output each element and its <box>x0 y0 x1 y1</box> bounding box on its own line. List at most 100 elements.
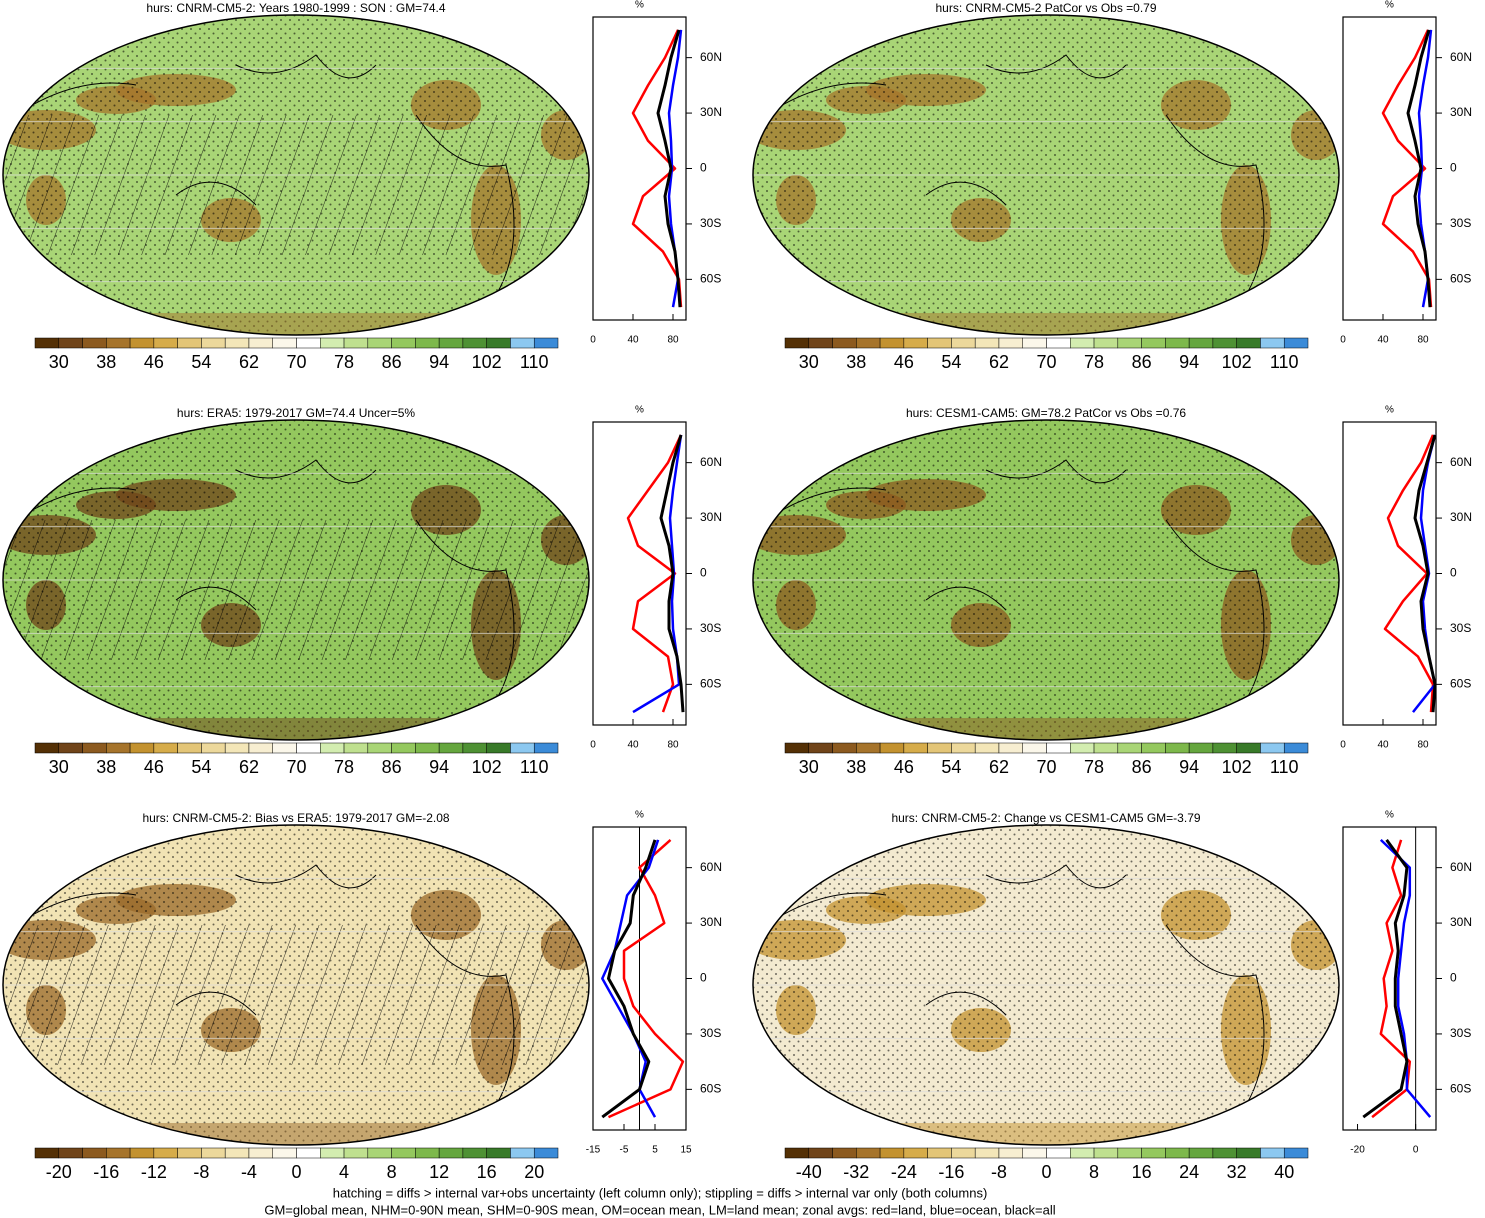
colorbar-label: 70 <box>1036 352 1056 372</box>
colorbar-box <box>832 337 857 349</box>
antarctic <box>3 313 589 335</box>
y-tick-label: 0 <box>1450 161 1457 175</box>
colorbar-box <box>808 742 833 754</box>
colorbar-box <box>34 1147 60 1159</box>
x-tick-label: 0 <box>1340 740 1346 751</box>
colorbar-box <box>153 1147 178 1159</box>
zonal-line <box>656 29 682 308</box>
y-tick-label: 60N <box>1450 860 1472 874</box>
colorbar-box <box>1093 1147 1119 1159</box>
colorbar-box <box>343 1147 369 1159</box>
colorbar-box <box>438 337 464 349</box>
colorbar-box <box>903 742 928 754</box>
colorbar-label: 46 <box>144 352 164 372</box>
colorbar-box <box>248 1147 273 1159</box>
antarctic <box>753 1123 1339 1145</box>
colorbar-label: 102 <box>1222 757 1252 777</box>
y-tick-label: 0 <box>1450 971 1457 985</box>
colorbar-label: 8 <box>387 1162 397 1182</box>
x-tick-label: 0 <box>1340 335 1346 346</box>
zonal-line <box>659 434 685 713</box>
y-tick-label: 30S <box>1450 1026 1471 1040</box>
zonal-line <box>607 838 685 1119</box>
colorbar-box <box>367 742 392 754</box>
map-title: hurs: CNRM-CM5-2 PatCor vs Obs =0.79 <box>935 1 1156 15</box>
y-tick-label: 0 <box>1450 566 1457 580</box>
colorbar-box <box>391 1147 416 1159</box>
colorbar-box <box>903 337 928 349</box>
y-tick-label: 60N <box>700 50 722 64</box>
colorbar-box <box>974 742 1000 754</box>
x-tick-label: -15 <box>586 1145 601 1156</box>
colorbar-box <box>1260 337 1285 349</box>
colorbar-box <box>832 742 857 754</box>
y-tick-label: 60N <box>1450 50 1472 64</box>
colorbar-label: 102 <box>472 352 502 372</box>
colorbar-label: -8 <box>991 1162 1007 1182</box>
colorbar-label: 62 <box>989 352 1009 372</box>
colorbar-box <box>58 337 83 349</box>
y-tick-label: 30N <box>1450 105 1472 119</box>
colorbar-label: 16 <box>1132 1162 1152 1182</box>
colorbar-label: 102 <box>472 757 502 777</box>
zonal-unit: % <box>635 810 644 821</box>
colorbar-box <box>974 337 1000 349</box>
colorbar-box <box>951 337 976 349</box>
map-title: hurs: CNRM-CM5-2: Bias vs ERA5: 1979-201… <box>142 811 449 825</box>
colorbar-label: 94 <box>1179 352 1199 372</box>
colorbar-label: 78 <box>1084 352 1104 372</box>
x-tick-label: 0 <box>1413 1145 1419 1156</box>
y-tick-label: 0 <box>700 566 707 580</box>
colorbar-label: 46 <box>144 757 164 777</box>
colorbar-label: 110 <box>1270 352 1299 372</box>
zonal-line <box>631 29 683 308</box>
y-tick-label: 30S <box>1450 216 1471 230</box>
colorbar-label: 70 <box>286 757 306 777</box>
zonal-line <box>1406 29 1432 308</box>
colorbar-label: 8 <box>1089 1162 1099 1182</box>
colorbar-label: -20 <box>46 1162 72 1182</box>
colorbar-box <box>998 337 1023 349</box>
colorbar-box <box>1165 337 1190 349</box>
colorbar-box <box>34 742 60 754</box>
y-tick-label: 0 <box>700 161 707 175</box>
zonal-unit: % <box>635 405 644 416</box>
colorbar-box <box>856 742 881 754</box>
colorbar-box <box>1046 1147 1071 1159</box>
colorbar-label: 62 <box>989 757 1009 777</box>
colorbar-box <box>391 337 416 349</box>
colorbar-box <box>343 742 369 754</box>
zonal-frame <box>1342 421 1437 726</box>
colorbar-box <box>998 742 1023 754</box>
colorbar-box <box>784 742 810 754</box>
map-border <box>2 419 590 741</box>
colorbar-label: -32 <box>843 1162 869 1182</box>
colorbar-box <box>224 742 250 754</box>
colorbar-box <box>1141 742 1166 754</box>
x-tick-label: 0 <box>590 335 596 346</box>
colorbar-box <box>462 337 487 349</box>
y-tick-label: 60N <box>700 860 722 874</box>
colorbar-box <box>856 1147 881 1159</box>
footer-note: hatching = diffs > internal var+obs unce… <box>333 1185 988 1200</box>
colorbar-box <box>1212 742 1237 754</box>
y-tick-label: 60S <box>1450 272 1471 286</box>
map-border <box>752 14 1340 336</box>
colorbar-box <box>1117 337 1142 349</box>
colorbar-label: 86 <box>382 352 402 372</box>
colorbar-label: -12 <box>141 1162 167 1182</box>
colorbar-box <box>1236 1147 1261 1159</box>
colorbar-label: 54 <box>941 352 961 372</box>
map-title: hurs: CNRM-CM5-2: Change vs CESM1-CAM5 G… <box>891 811 1200 825</box>
y-tick-label: 60S <box>1450 1082 1471 1096</box>
colorbar-box <box>1188 337 1214 349</box>
colorbar-label: 54 <box>941 757 961 777</box>
colorbar-label: -40 <box>796 1162 822 1182</box>
colorbar-box <box>82 1147 107 1159</box>
colorbar-box <box>1236 337 1261 349</box>
colorbar-box <box>1260 1147 1285 1159</box>
zonal-line <box>1379 838 1432 1118</box>
colorbar-label: 0 <box>291 1162 301 1182</box>
colorbar-box <box>201 1147 226 1159</box>
antarctic <box>753 313 1339 335</box>
